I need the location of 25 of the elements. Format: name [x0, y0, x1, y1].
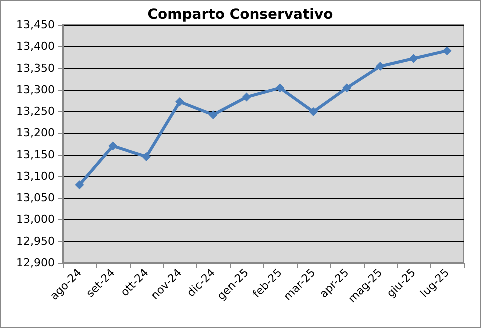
chart-title: Comparto Conservativo	[148, 7, 334, 23]
y-tick-label: 13,300	[16, 83, 55, 96]
y-tick-label: 12,950	[16, 234, 55, 248]
y-tick-label: 13,400	[16, 40, 55, 54]
y-tick-label: 13,250	[16, 105, 55, 118]
y-tick-label: 13,050	[16, 192, 55, 205]
point	[175, 98, 184, 107]
y-tick-label: 13,000	[16, 213, 55, 226]
point	[75, 180, 84, 190]
point	[442, 46, 452, 56]
point	[208, 110, 218, 120]
y-tick-label: 13,100	[16, 170, 55, 183]
y-tick-label: 13,150	[16, 148, 55, 162]
point	[276, 84, 285, 93]
point	[142, 152, 152, 162]
point	[242, 92, 252, 102]
y-tick-label: 13,450	[16, 18, 55, 32]
y-tick-label: 13,350	[16, 62, 55, 75]
point	[376, 62, 385, 72]
y-tick-label: 12,900	[16, 256, 55, 270]
y-tick-label: 13,200	[16, 126, 55, 140]
point	[108, 142, 118, 151]
point	[409, 54, 418, 64]
point	[342, 84, 352, 93]
point	[309, 107, 318, 116]
